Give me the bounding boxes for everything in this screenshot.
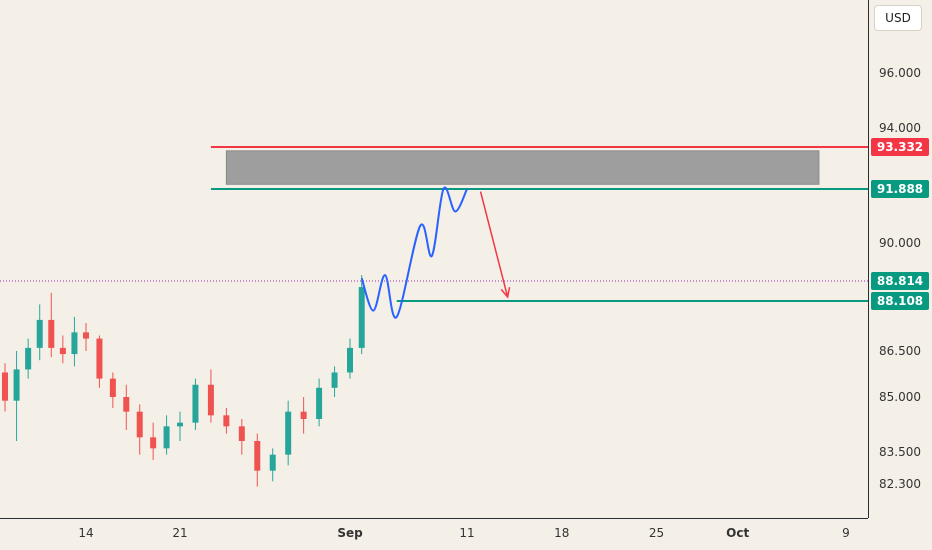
x-tick-label: 11 [459, 526, 474, 540]
time-axis-labels: 14 21 Sep 11 18 25 Oct 9 [78, 526, 849, 540]
candle [192, 378, 199, 430]
drawings-layer[interactable] [210, 146, 868, 319]
candle-body [136, 411, 143, 438]
candle-body [59, 347, 66, 355]
candle [25, 338, 32, 379]
y-tick-label: 94.000 [879, 121, 921, 135]
candle [2, 363, 8, 412]
target-arrow[interactable] [479, 191, 511, 299]
price-tag-label: 91.888 [877, 182, 923, 196]
candle-body [83, 332, 89, 339]
x-tick-label: Oct [726, 526, 749, 540]
candle [223, 408, 230, 434]
candle-body [71, 332, 78, 355]
price-tag-label: 88.108 [877, 294, 923, 308]
price-axis-labels: 96.000 94.000 90.000 86.500 85.000 83.500 82.3… [879, 66, 921, 491]
y-tick-label: 86.500 [879, 344, 921, 358]
candle-body [2, 372, 8, 401]
candle [36, 304, 43, 361]
price-tag: 88.814 [871, 272, 929, 290]
candle [207, 369, 214, 423]
candle [83, 323, 89, 351]
candle [123, 384, 130, 430]
y-tick-label: 83.500 [879, 445, 921, 459]
candle-body [150, 437, 157, 449]
candle-body [207, 384, 214, 416]
x-tick-label: Sep [337, 526, 363, 540]
candle [150, 422, 157, 460]
x-tick-label: 14 [78, 526, 93, 540]
candle [71, 316, 78, 367]
candle [347, 338, 353, 379]
candle [96, 335, 103, 388]
price-tag-box [871, 292, 929, 310]
candle [136, 404, 143, 455]
x-tick-label: 9 [842, 526, 850, 540]
candle-body [358, 287, 365, 348]
candle [254, 433, 261, 487]
y-tick-label: 96.000 [879, 66, 921, 80]
candle-body [177, 422, 183, 427]
currency-button[interactable]: USD [874, 5, 922, 31]
candle-body [109, 378, 116, 397]
x-tick-label: 21 [172, 526, 187, 540]
candle [48, 292, 55, 358]
price-tag: 91.888 [871, 180, 929, 198]
candle-body [254, 441, 261, 471]
candle [59, 335, 66, 364]
y-tick-label: 90.000 [879, 236, 921, 250]
candle [316, 378, 323, 427]
candle-body [316, 387, 323, 419]
candle-body [269, 454, 276, 471]
candle-body [123, 397, 130, 412]
candle-body [238, 426, 245, 441]
candle [358, 275, 365, 355]
candle [300, 397, 307, 434]
candle-body [192, 384, 199, 423]
candle-body [36, 319, 43, 348]
supply-zone[interactable] [225, 150, 820, 185]
candle [177, 411, 183, 441]
candle-body [25, 347, 32, 370]
candle-body [347, 347, 353, 373]
candles-layer [2, 275, 365, 487]
candle [285, 400, 292, 466]
price-tag-label: 93.332 [877, 140, 923, 154]
price-tag-box [871, 272, 929, 290]
price-tag-label: 88.814 [877, 274, 923, 288]
price-tag-box [871, 180, 929, 198]
x-tick-label: 18 [554, 526, 569, 540]
plot-background [0, 0, 868, 518]
candle-body [285, 411, 292, 455]
candle [331, 366, 338, 397]
y-tick-label: 85.000 [879, 390, 921, 404]
candle-body [300, 411, 307, 419]
candle-body [331, 372, 338, 388]
candle-body [96, 338, 103, 379]
projection-path[interactable] [360, 186, 468, 319]
candle [163, 415, 170, 455]
candle [109, 372, 116, 408]
candle-body [163, 426, 170, 449]
price-tags: 93.332 91.888 88.814 88.108 [871, 138, 929, 310]
candle [269, 448, 276, 482]
time-axis-background[interactable] [0, 518, 868, 550]
price-tag: 93.332 [871, 138, 929, 156]
price-tag-box [871, 138, 929, 156]
candle-body [13, 369, 20, 401]
candle [238, 419, 245, 455]
candle [13, 351, 20, 441]
arrow-head [500, 287, 511, 299]
y-tick-label: 82.300 [879, 477, 921, 491]
candle-body [48, 319, 55, 348]
price-tag: 88.108 [871, 292, 929, 310]
arrow-shaft [479, 191, 509, 298]
x-tick-label: 25 [649, 526, 664, 540]
candle-body [223, 415, 230, 427]
